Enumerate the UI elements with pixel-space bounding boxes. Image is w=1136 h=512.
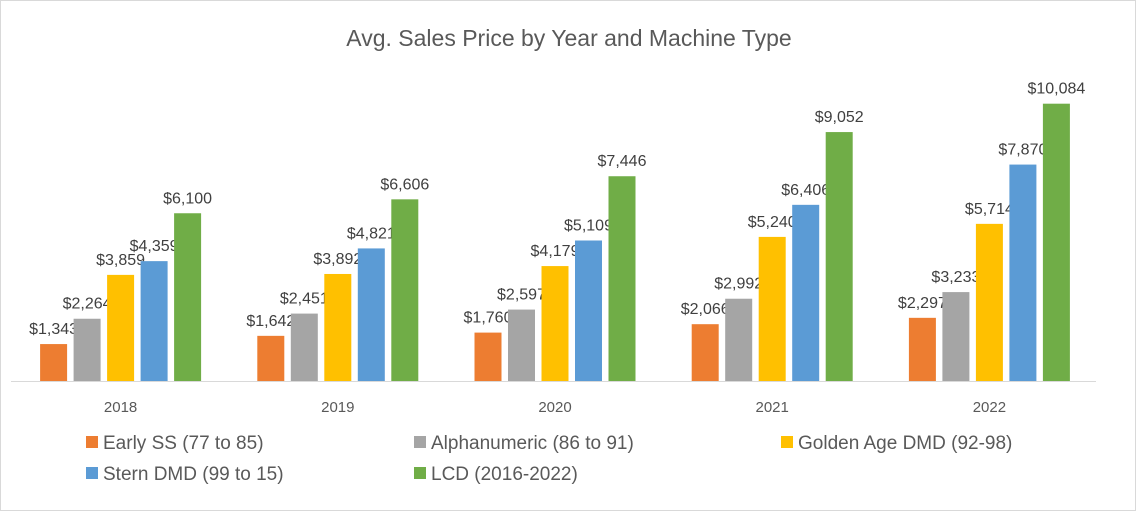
x-tick-label: 2022: [973, 399, 1006, 416]
bar: [758, 236, 786, 381]
data-label: $2,451: [280, 291, 329, 308]
bar: [324, 273, 352, 381]
data-label: $4,179: [531, 243, 580, 260]
data-label: $10,084: [1027, 81, 1085, 98]
legend: Early SS (77 to 85) Alphanumeric (86 to 9…: [86, 433, 1012, 485]
data-label: $7,870: [998, 142, 1047, 159]
legend-label: Golden Age DMD (92-98): [798, 433, 1012, 454]
legend-label: LCD (2016-2022): [431, 464, 578, 485]
legend-label: Early SS (77 to 85): [103, 433, 264, 454]
data-label: $4,359: [130, 238, 179, 255]
data-label: $2,264: [63, 296, 112, 313]
bar: [691, 324, 719, 381]
data-label: $6,406: [781, 182, 830, 199]
bar: [357, 248, 385, 381]
data-label: $3,859: [96, 252, 145, 269]
bar: [140, 261, 168, 381]
bar: [541, 266, 569, 381]
bar: [1042, 103, 1070, 381]
bar: [73, 318, 101, 381]
chart-title: Avg. Sales Price by Year and Machine Typ…: [346, 25, 791, 51]
data-label: $9,052: [815, 109, 864, 126]
x-tick-label: 2019: [321, 399, 354, 416]
x-tick-label: 2021: [756, 399, 789, 416]
data-label: $2,597: [497, 287, 546, 304]
bar: [575, 240, 602, 381]
data-label: $4,821: [347, 225, 396, 242]
data-label: $5,714: [965, 201, 1014, 218]
data-label: $2,066: [681, 301, 730, 318]
legend-label: Stern DMD (99 to 15): [103, 464, 284, 485]
bar: [825, 132, 853, 381]
bar: [391, 199, 419, 381]
data-label: $3,892: [313, 251, 362, 268]
bar: [174, 213, 202, 381]
bar: [975, 223, 1003, 381]
x-tick-label: 2018: [104, 399, 137, 416]
data-label: $5,109: [564, 218, 613, 235]
legend-swatch: [414, 436, 426, 448]
bar: [1009, 164, 1037, 381]
legend-swatch: [781, 436, 793, 448]
bar: [725, 298, 753, 381]
data-label: $1,642: [246, 313, 295, 330]
data-label: $1,343: [29, 321, 78, 338]
x-tick-labels: 2018 2019 2020 2021 2022: [104, 399, 1006, 416]
data-label: $2,992: [714, 276, 763, 293]
bar: [40, 344, 68, 381]
data-label: $5,240: [748, 214, 797, 231]
bar: [508, 309, 535, 381]
legend-label: Alphanumeric (86 to 91): [431, 433, 634, 454]
bar: [107, 274, 135, 381]
bars-layer: $1,343 $2,264 $3,859$4,359 $6,100 $1,642 $2,4…: [29, 81, 1085, 381]
data-label: $1,760: [464, 310, 513, 327]
bar: [942, 292, 970, 381]
x-tick-label: 2020: [538, 399, 571, 416]
bar: [608, 176, 636, 381]
bar: [908, 317, 936, 381]
bar: [474, 332, 502, 381]
data-label: $7,446: [598, 153, 647, 170]
data-label: $2,297: [898, 295, 947, 312]
legend-swatch: [86, 467, 98, 479]
bar: [290, 313, 318, 381]
data-label: $6,606: [380, 176, 429, 193]
data-label: $6,100: [163, 190, 212, 207]
legend-swatch: [86, 436, 98, 448]
bar: [792, 204, 820, 381]
data-label: $3,233: [931, 269, 980, 286]
legend-swatch: [414, 467, 426, 479]
bar: [257, 335, 285, 381]
